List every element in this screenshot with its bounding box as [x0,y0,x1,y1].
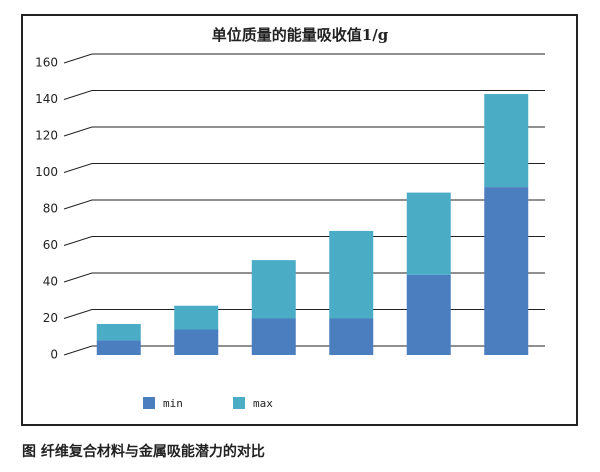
bar-segment [406,274,451,355]
bar-segment [406,192,451,275]
grid-line [63,345,545,356]
y-tick-label: 160 [35,56,58,70]
y-tick-label: 20 [43,311,58,325]
caption: 图 纤维复合材料与金属吸能潜力的对比 [22,443,265,460]
legend-label: min [163,397,183,410]
grid-line [63,199,545,210]
grid-line [63,126,545,137]
bar-segment [174,305,219,330]
bar-segment [174,329,219,355]
bar-segment [329,318,374,355]
grid-line [63,272,545,283]
grid-line [63,90,545,100]
grid-line [63,163,545,173]
chart-title: 单位质量的能量吸收值1/g [212,26,389,44]
bar-segment [96,340,141,355]
y-tick-label: 120 [35,129,58,143]
grid-line [63,309,545,319]
bar-segment [484,94,529,188]
y-tick-label: 140 [35,92,58,106]
legend-swatch [233,397,245,409]
y-tick-label: 100 [35,165,58,179]
y-tick-label: 80 [43,202,58,216]
bar-segment [251,260,296,319]
legend-label: max [253,397,273,410]
y-tick-label: 40 [43,275,58,289]
bar-segment [251,318,296,355]
bar-segment [484,187,529,355]
grid-line [63,53,545,64]
y-tick-label: 0 [50,348,58,362]
legend-swatch [143,397,155,409]
grid-line [63,236,545,246]
bar-segment [329,230,374,319]
y-tick-label: 60 [43,238,58,252]
bar-segment [96,323,141,341]
